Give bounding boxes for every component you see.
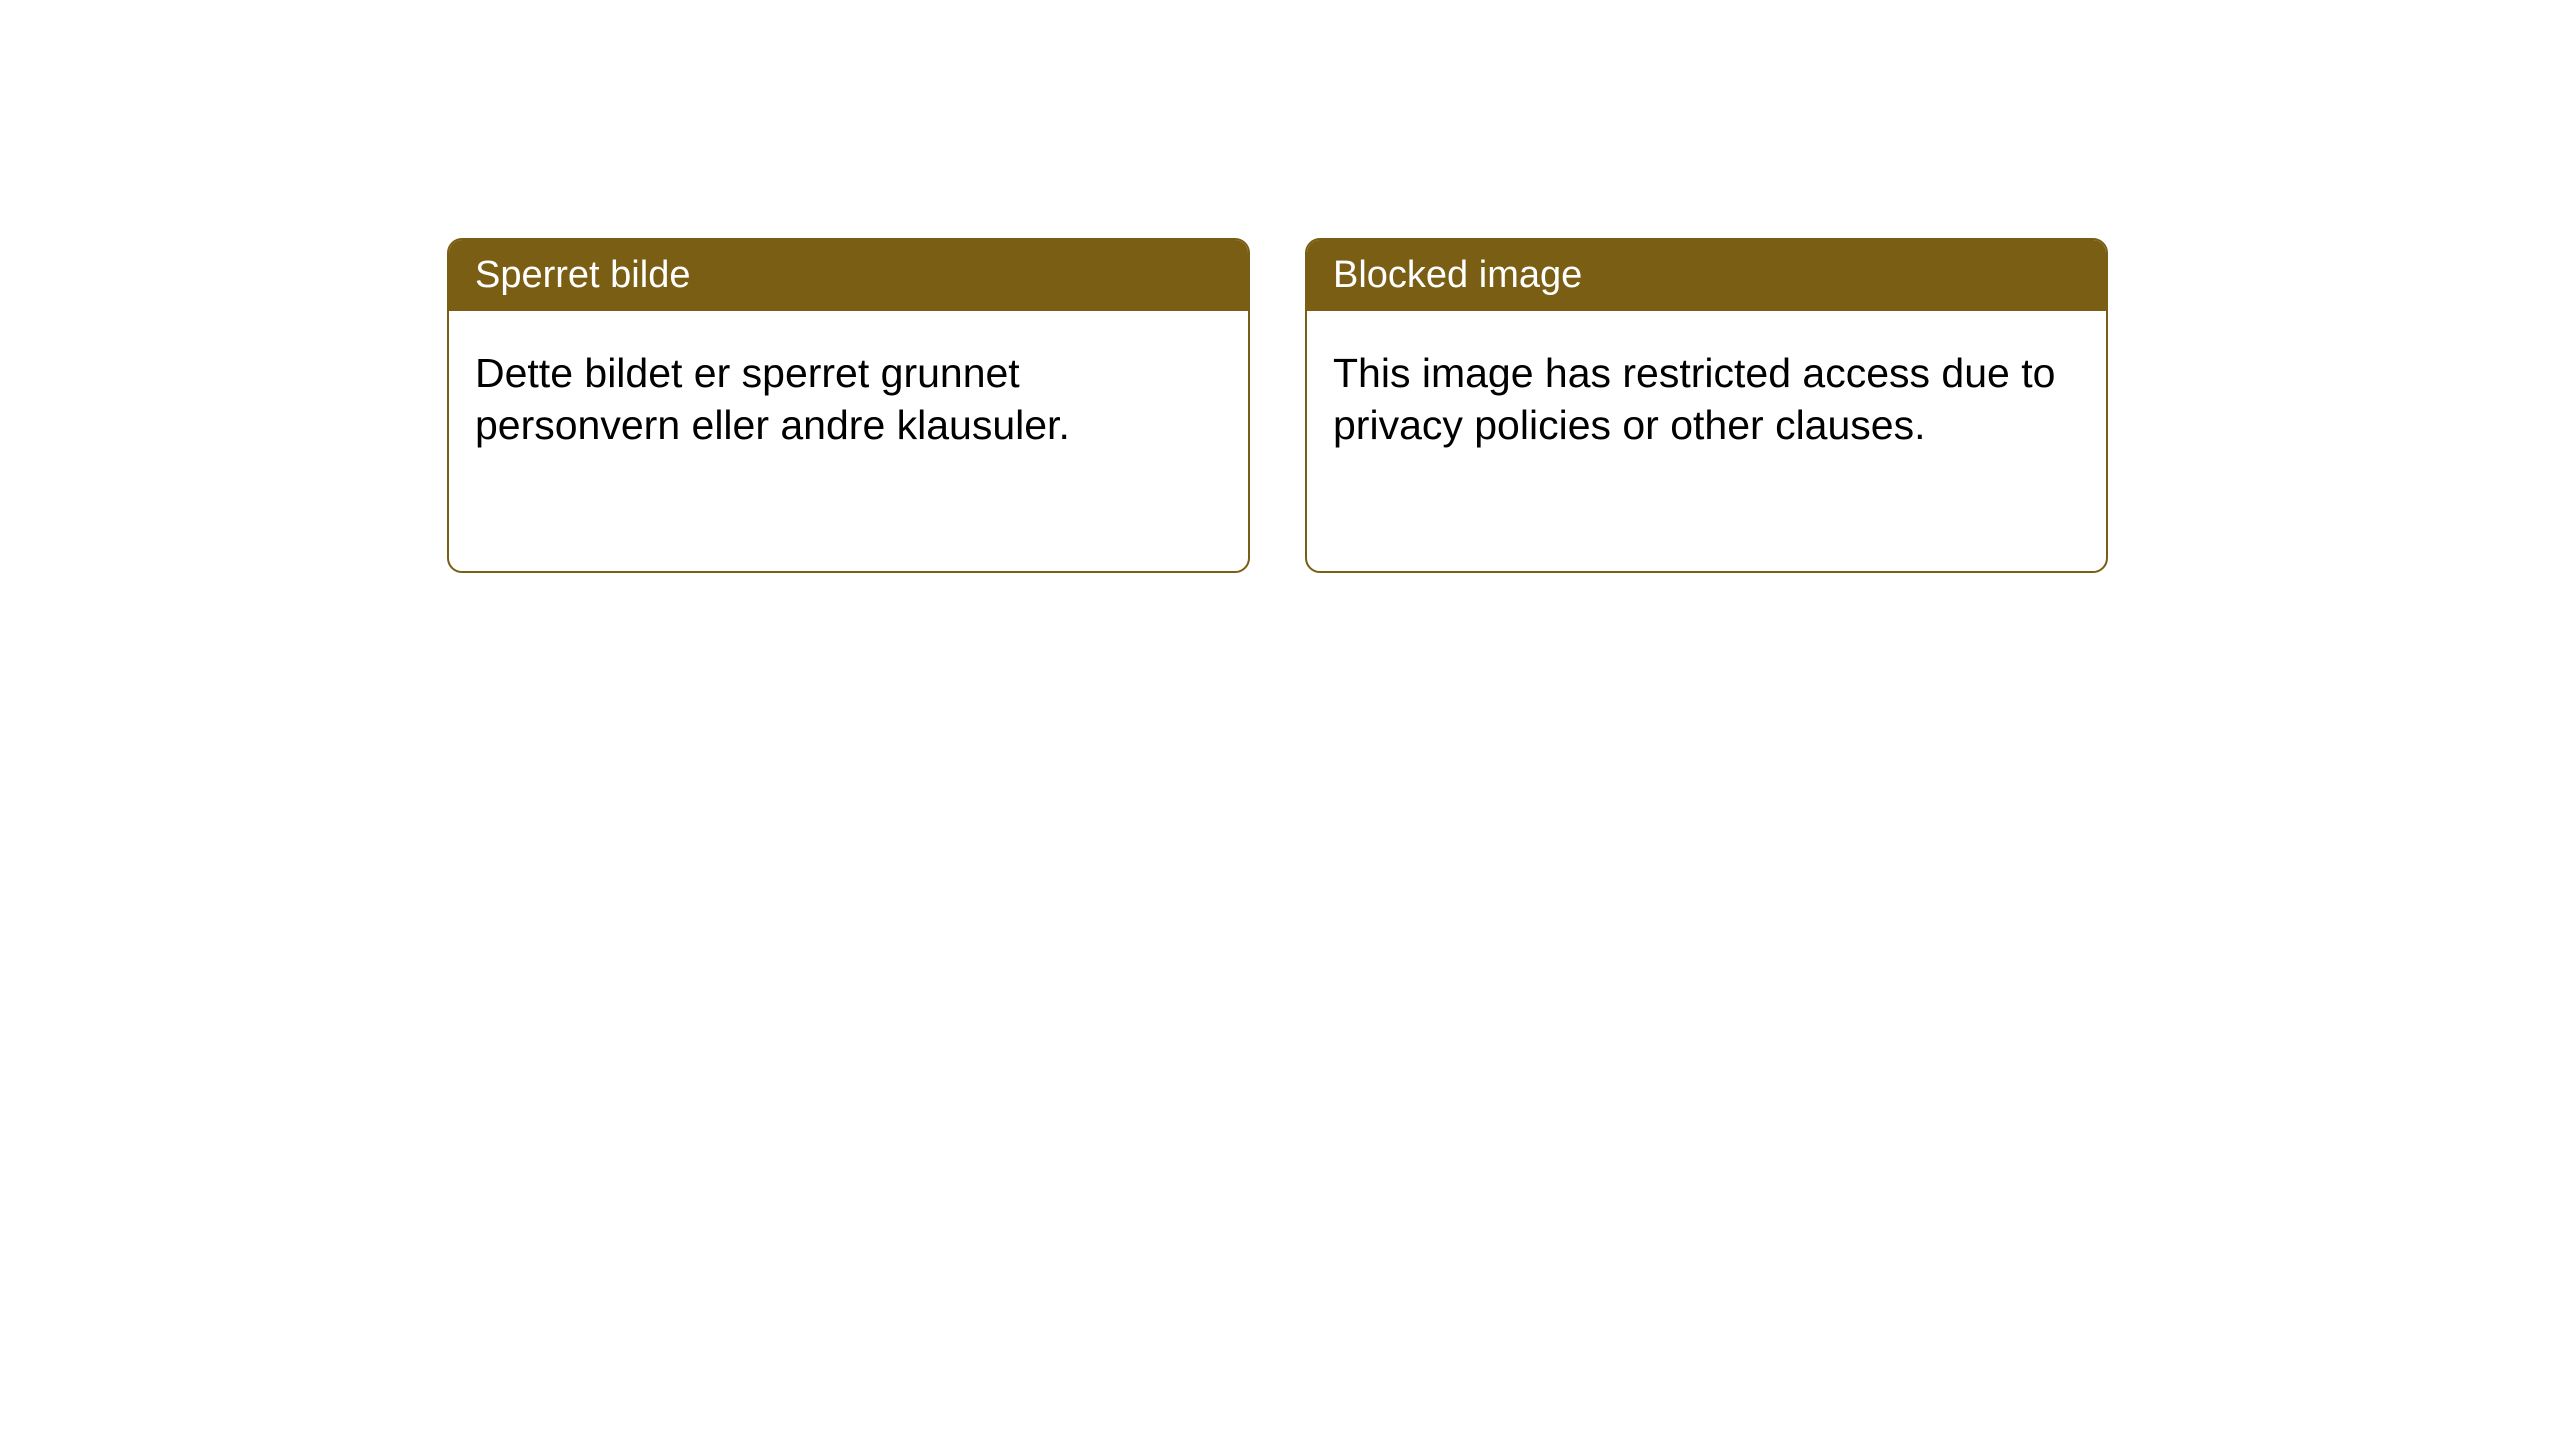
notice-card-body: Dette bildet er sperret grunnet personve… [449,311,1248,487]
notice-card-norwegian: Sperret bilde Dette bildet er sperret gr… [447,238,1250,573]
notice-card-header: Blocked image [1307,240,2106,311]
notice-card-header: Sperret bilde [449,240,1248,311]
notice-card-english: Blocked image This image has restricted … [1305,238,2108,573]
notice-card-text: Dette bildet er sperret grunnet personve… [475,350,1070,448]
notice-card-title: Sperret bilde [475,254,690,296]
notice-card-body: This image has restricted access due to … [1307,311,2106,487]
notice-card-text: This image has restricted access due to … [1333,350,2055,448]
notice-card-title: Blocked image [1333,254,1582,296]
notice-cards-container: Sperret bilde Dette bildet er sperret gr… [0,0,2560,573]
